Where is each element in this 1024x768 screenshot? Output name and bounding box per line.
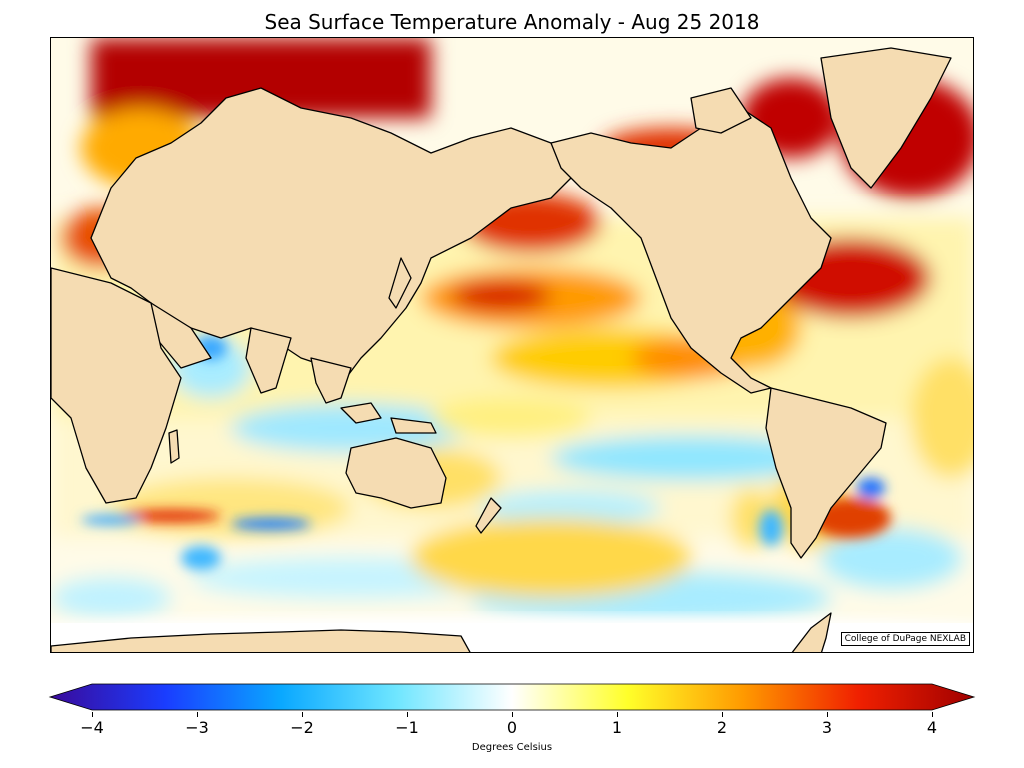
- colorbar-tick-mark: [722, 712, 723, 717]
- landmass-new-zealand: [475, 497, 502, 534]
- map-canvas: [51, 38, 973, 652]
- colorbar-tick-mark: [512, 712, 513, 717]
- sst-anomaly-map: College of DuPage NEXLAB: [50, 37, 974, 653]
- landmass-new-guinea: [390, 417, 437, 434]
- colorbar-tick-mark: [197, 712, 198, 717]
- colorbar-tick-mark: [92, 712, 93, 717]
- landmass-india: [245, 327, 292, 394]
- map-title: Sea Surface Temperature Anomaly - Aug 25…: [264, 10, 760, 34]
- landmass-indonesia: [340, 402, 382, 424]
- colorbar-tick-label: −3: [185, 718, 209, 737]
- colorbar: [48, 682, 976, 712]
- landmass-australia: [345, 437, 447, 509]
- landmasses: [51, 47, 952, 652]
- colorbar-tick-label: 4: [926, 718, 938, 737]
- colorbar-tick-mark: [932, 712, 933, 717]
- landmass-se-asia: [310, 357, 352, 404]
- colorbar-tick-label: 0: [506, 718, 518, 737]
- landmass-south-america: [765, 387, 887, 559]
- landmass-africa: [51, 267, 182, 504]
- landmass-antarctica: [51, 629, 471, 652]
- colorbar-bar: [48, 683, 976, 711]
- colorbar-tick-mark: [827, 712, 828, 717]
- colorbar-tick-label: −4: [80, 718, 104, 737]
- colorbar-tick-label: 1: [611, 718, 623, 737]
- colorbar-tick-label: −2: [290, 718, 314, 737]
- landmass-antarctic-peninsula: [791, 612, 832, 652]
- colorbar-tick-label: 2: [716, 718, 728, 737]
- colorbar-tick-mark: [407, 712, 408, 717]
- colorbar-svg: [48, 683, 976, 711]
- credit-label: College of DuPage NEXLAB: [840, 632, 970, 646]
- colorbar-label: Degrees Celsius: [471, 742, 553, 753]
- landmass-arctic-islands: [690, 87, 752, 134]
- landmass-japan: [388, 257, 412, 309]
- landmass-greenland: [820, 47, 952, 189]
- colorbar-tick-label: −1: [395, 718, 419, 737]
- landmass-eurasia: [90, 87, 572, 379]
- colorbar-tick-mark: [302, 712, 303, 717]
- colorbar-tick-label: 3: [821, 718, 833, 737]
- landmass-madagascar: [168, 429, 180, 464]
- colorbar-tick-mark: [617, 712, 618, 717]
